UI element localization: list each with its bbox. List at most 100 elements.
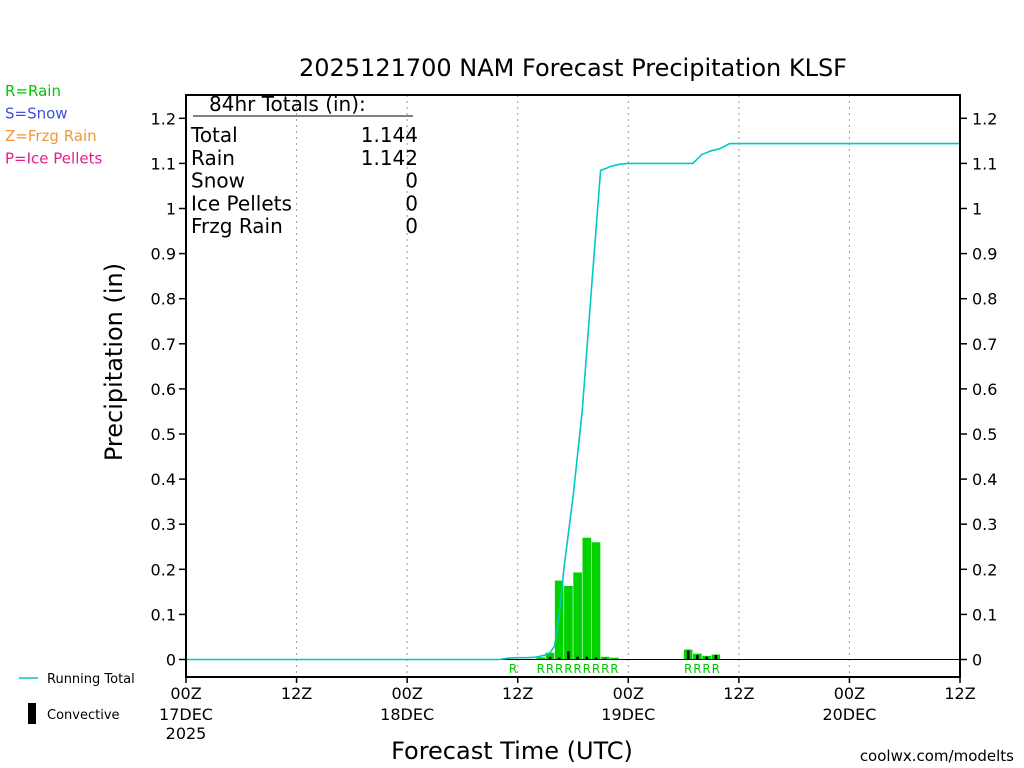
ptype-marker: R: [610, 662, 618, 676]
x-tick-label: 00Z: [170, 684, 201, 703]
x-tick-label: 12Z: [723, 684, 754, 703]
bars-group: [186, 537, 960, 660]
y-tick-label: 0.7: [151, 335, 176, 354]
rain-bar: [564, 585, 573, 660]
ptype-marker: R: [601, 662, 609, 676]
x-tick-date: 18DEC: [380, 705, 434, 724]
ptype-legend-item: S=Snow: [5, 105, 68, 123]
legend-item-label: Running Total: [47, 672, 135, 687]
x-tick-year: 2025: [166, 724, 207, 743]
x-tick-label: 00Z: [613, 684, 644, 703]
totals-row-value: 1.144: [361, 123, 418, 147]
y-tick-label: 0.8: [151, 290, 176, 309]
plot-frame: [185, 94, 961, 678]
y-tick-label: 0.5: [972, 425, 997, 444]
ptype-legend: R=Rain S=Snow Z=Frzg Rain P=Ice Pellets: [5, 82, 102, 168]
y-tick-label: 0: [972, 651, 982, 670]
totals-row-value: 1.142: [361, 146, 418, 170]
rain-bar: [610, 657, 619, 660]
footer-credit: coolwx.com/modelts: [860, 747, 1014, 765]
ptype-marker: R: [583, 662, 591, 676]
ptype-marker: R: [592, 662, 600, 676]
series-legend: Running Total Convective: [19, 672, 135, 724]
y-tick-label: 0.3: [972, 515, 997, 534]
ptype-marker: R: [537, 662, 545, 676]
x-tick-label: 00Z: [391, 684, 422, 703]
x-tick-label: 00Z: [834, 684, 865, 703]
ptype-marker: R: [564, 662, 572, 676]
x-tick-label: 12Z: [502, 684, 533, 703]
y-tick-label: 0.4: [972, 470, 997, 489]
grid-lines: [296, 95, 850, 677]
totals-row-label: Rain: [191, 146, 235, 170]
y-axis-label: Precipitation (in): [100, 263, 128, 461]
rain-bar: [600, 656, 610, 660]
y-tick-label: 0.6: [972, 380, 997, 399]
x-tick-date: 20DEC: [822, 705, 876, 724]
ptype-marker: R: [555, 662, 563, 676]
y-tick-label: 1: [972, 200, 982, 219]
totals-row-label: Snow: [191, 169, 245, 193]
ptype-marker: R: [546, 662, 554, 676]
x-tick-label: 12Z: [281, 684, 312, 703]
y-tick-label: 0.7: [972, 335, 997, 354]
totals-header: 84hr Totals (in):: [209, 92, 366, 116]
y-tick-label: 0.8: [972, 290, 997, 309]
y-tick-labels: 0 00.1 0.10.2 0.20.3 0.30.4 0.40.5 0.50.6 0.60.…: [151, 109, 998, 669]
convective-bar: [714, 654, 718, 660]
convective-bar: [557, 657, 561, 660]
y-tick-label: 1.2: [151, 109, 176, 128]
totals-row-value: 0: [405, 169, 418, 193]
ptype-marker: R: [712, 662, 720, 676]
y-tick-label: 1.1: [972, 154, 997, 173]
y-tick-label: 0.4: [151, 470, 176, 489]
y-tick-label: 1: [166, 200, 176, 219]
legend-item-label: Convective: [47, 708, 120, 723]
x-tick-date: 17DEC: [159, 705, 213, 724]
ptype-legend-item: Z=Frzg Rain: [5, 127, 97, 145]
convective-bar: [705, 656, 708, 660]
y-tick-label: 0.1: [972, 605, 997, 624]
totals-row-value: 0: [405, 191, 418, 215]
y-tick-label: 0.1: [151, 605, 176, 624]
rain-bar: [536, 657, 546, 660]
ptype-legend-item: P=Ice Pellets: [5, 150, 102, 168]
ptype-legend-item: R=Rain: [5, 82, 61, 100]
totals-box: 84hr Totals (in): Total 1.144 Rain 1.142 Sno…: [190, 92, 418, 238]
running-total-line-group: [186, 142, 960, 661]
convective-bar: [686, 650, 690, 660]
convective-bar: [548, 656, 552, 660]
y-tick-label: 0.2: [972, 560, 997, 579]
y-tick-label: 0.9: [151, 245, 176, 264]
y-tick-label: 0.9: [972, 245, 997, 264]
rain-bar: [591, 542, 601, 660]
running-total-line: [186, 142, 960, 661]
convective-bar: [696, 654, 699, 660]
ptype-marker: R: [509, 662, 517, 676]
totals-row-label: Frzg Rain: [191, 214, 283, 238]
totals-row-value: 0: [405, 214, 418, 238]
totals-row-label: Total: [190, 123, 238, 147]
convective-bar: [585, 656, 589, 660]
x-axis-label: Forecast Time (UTC): [391, 737, 633, 765]
ptype-marker: R: [684, 662, 692, 676]
ptype-marker: R: [693, 662, 701, 676]
y-tick-label: 0: [166, 651, 176, 670]
convective-bar: [576, 656, 579, 660]
x-tick-label: 12Z: [944, 684, 975, 703]
convective-bar: [567, 651, 570, 660]
y-tick-label: 0.2: [151, 560, 176, 579]
y-tick-label: 0.3: [151, 515, 176, 534]
rain-bar: [573, 572, 582, 660]
convective-bar: [594, 657, 598, 660]
legend-swatch-bar: [28, 703, 36, 724]
rain-bar: [582, 537, 592, 660]
y-tick-label: 0.6: [151, 380, 176, 399]
ptype-marker: R: [702, 662, 710, 676]
totals-row-label: Ice Pellets: [191, 191, 292, 215]
y-tick-label: 1.2: [972, 109, 997, 128]
chart-title: 2025121700 NAM Forecast Precipitation KL…: [299, 54, 847, 82]
x-tick-date: 19DEC: [601, 705, 655, 724]
y-tick-label: 1.1: [151, 154, 176, 173]
